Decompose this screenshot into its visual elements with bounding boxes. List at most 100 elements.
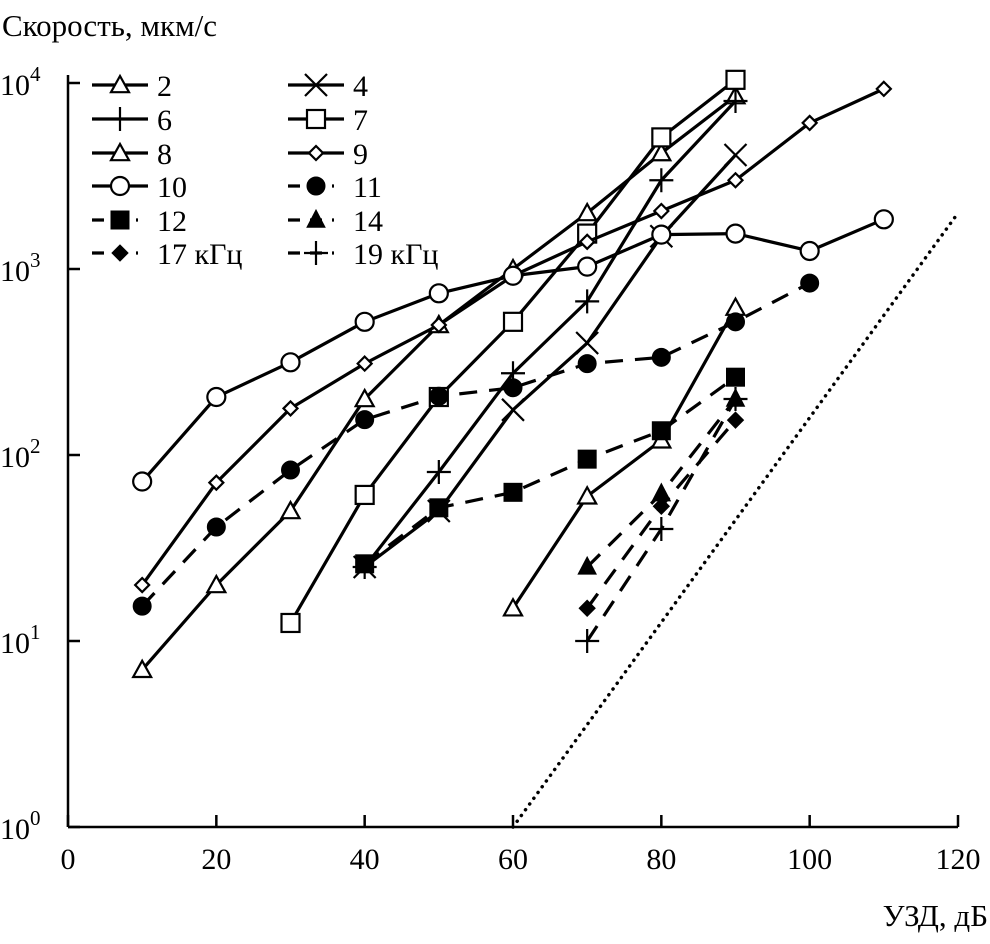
series-12 xyxy=(355,367,745,574)
data-point xyxy=(281,399,300,417)
y-tick-label: 101 xyxy=(0,620,41,660)
data-point xyxy=(279,499,302,520)
data-point xyxy=(723,387,748,412)
legend-label: 9 xyxy=(353,138,368,171)
legend-item: 10 xyxy=(92,171,187,204)
series-line xyxy=(363,375,737,566)
data-point xyxy=(502,265,524,286)
data-point xyxy=(651,127,672,148)
x-tick-label: 0 xyxy=(61,843,76,876)
data-point xyxy=(649,517,674,542)
data-point xyxy=(502,596,524,617)
data-point xyxy=(577,354,597,374)
legend-marker xyxy=(109,73,131,94)
legend-label: 6 xyxy=(157,104,172,137)
legend-marker xyxy=(304,73,328,97)
series-19 xyxy=(575,387,748,653)
data-point xyxy=(577,555,597,575)
data-point xyxy=(651,224,672,245)
data-point xyxy=(725,223,746,244)
series-group xyxy=(131,69,894,679)
x-tick-label: 100 xyxy=(787,843,832,876)
data-point xyxy=(207,474,225,492)
legend-item: 17 кГц xyxy=(92,238,242,271)
data-point xyxy=(649,168,674,193)
legend-label: 8 xyxy=(157,138,172,171)
y-tick-label: 104 xyxy=(0,62,41,102)
reference-dotted-line xyxy=(511,211,960,829)
legend-item: 7 xyxy=(288,104,368,137)
data-point xyxy=(651,347,671,367)
data-point xyxy=(354,311,375,332)
x-tick-label: 60 xyxy=(498,843,528,876)
data-point xyxy=(575,331,599,355)
legend-marker xyxy=(111,244,129,262)
legend-label: 2 xyxy=(157,70,172,103)
series-11 xyxy=(132,273,820,616)
data-point xyxy=(652,202,670,220)
data-point xyxy=(575,629,600,653)
series-line xyxy=(140,281,811,608)
legend-label: 11 xyxy=(353,171,382,204)
data-point xyxy=(575,289,600,314)
legend-item: 2 xyxy=(92,70,172,103)
legend-label: 19 кГц xyxy=(353,238,438,271)
data-point xyxy=(280,352,301,373)
data-point xyxy=(430,316,448,334)
series-17 xyxy=(578,411,745,617)
data-point xyxy=(353,387,376,408)
data-point xyxy=(578,233,596,251)
legend-item: 11 xyxy=(288,171,382,204)
legend-label: 17 кГц xyxy=(157,238,242,271)
data-point xyxy=(726,171,745,189)
data-point xyxy=(206,386,227,408)
legend-marker xyxy=(306,176,326,196)
legend-item: 6 xyxy=(92,104,172,137)
data-point xyxy=(356,355,374,373)
data-point xyxy=(132,596,152,616)
series-line xyxy=(511,306,737,610)
legend: 2 4 6 7 8 9 10 11 12 14 17 кГц 19 кГц xyxy=(92,70,438,271)
y-tick-label: 102 xyxy=(0,434,41,474)
series-2 xyxy=(131,84,747,679)
data-point xyxy=(726,312,745,332)
y-axis-label: Скорость, мкм/с xyxy=(2,8,217,43)
series-6 xyxy=(352,89,748,579)
data-point xyxy=(799,240,820,262)
series-line xyxy=(140,87,885,586)
data-point xyxy=(429,386,449,406)
data-point xyxy=(503,482,523,502)
data-point xyxy=(428,283,449,304)
data-point xyxy=(800,273,820,293)
series-line xyxy=(140,94,737,671)
legend-marker xyxy=(109,175,131,197)
reference-line xyxy=(511,211,960,829)
legend-item: 14 xyxy=(288,205,383,238)
series-14 xyxy=(577,387,746,575)
data-point xyxy=(576,201,599,222)
data-point xyxy=(873,209,894,230)
series-line xyxy=(363,153,737,569)
legend-item: 4 xyxy=(288,70,368,103)
x-tick-label: 120 xyxy=(936,843,981,876)
data-point xyxy=(723,143,748,167)
legend-item: 8 xyxy=(92,138,172,171)
data-point xyxy=(205,573,228,594)
data-point xyxy=(650,141,673,162)
data-point xyxy=(429,498,449,518)
data-point xyxy=(726,411,745,429)
data-point xyxy=(725,69,746,90)
legend-label: 7 xyxy=(353,104,368,137)
legend-label: 14 xyxy=(353,205,383,238)
data-point xyxy=(132,471,153,492)
x-tick-label: 20 xyxy=(201,843,231,876)
data-point xyxy=(131,658,154,679)
legend-marker xyxy=(306,208,326,228)
data-point xyxy=(355,410,375,430)
legend-item: 12 xyxy=(92,205,187,238)
legend-marker xyxy=(307,144,325,162)
data-point xyxy=(577,449,597,469)
data-point xyxy=(503,378,523,398)
